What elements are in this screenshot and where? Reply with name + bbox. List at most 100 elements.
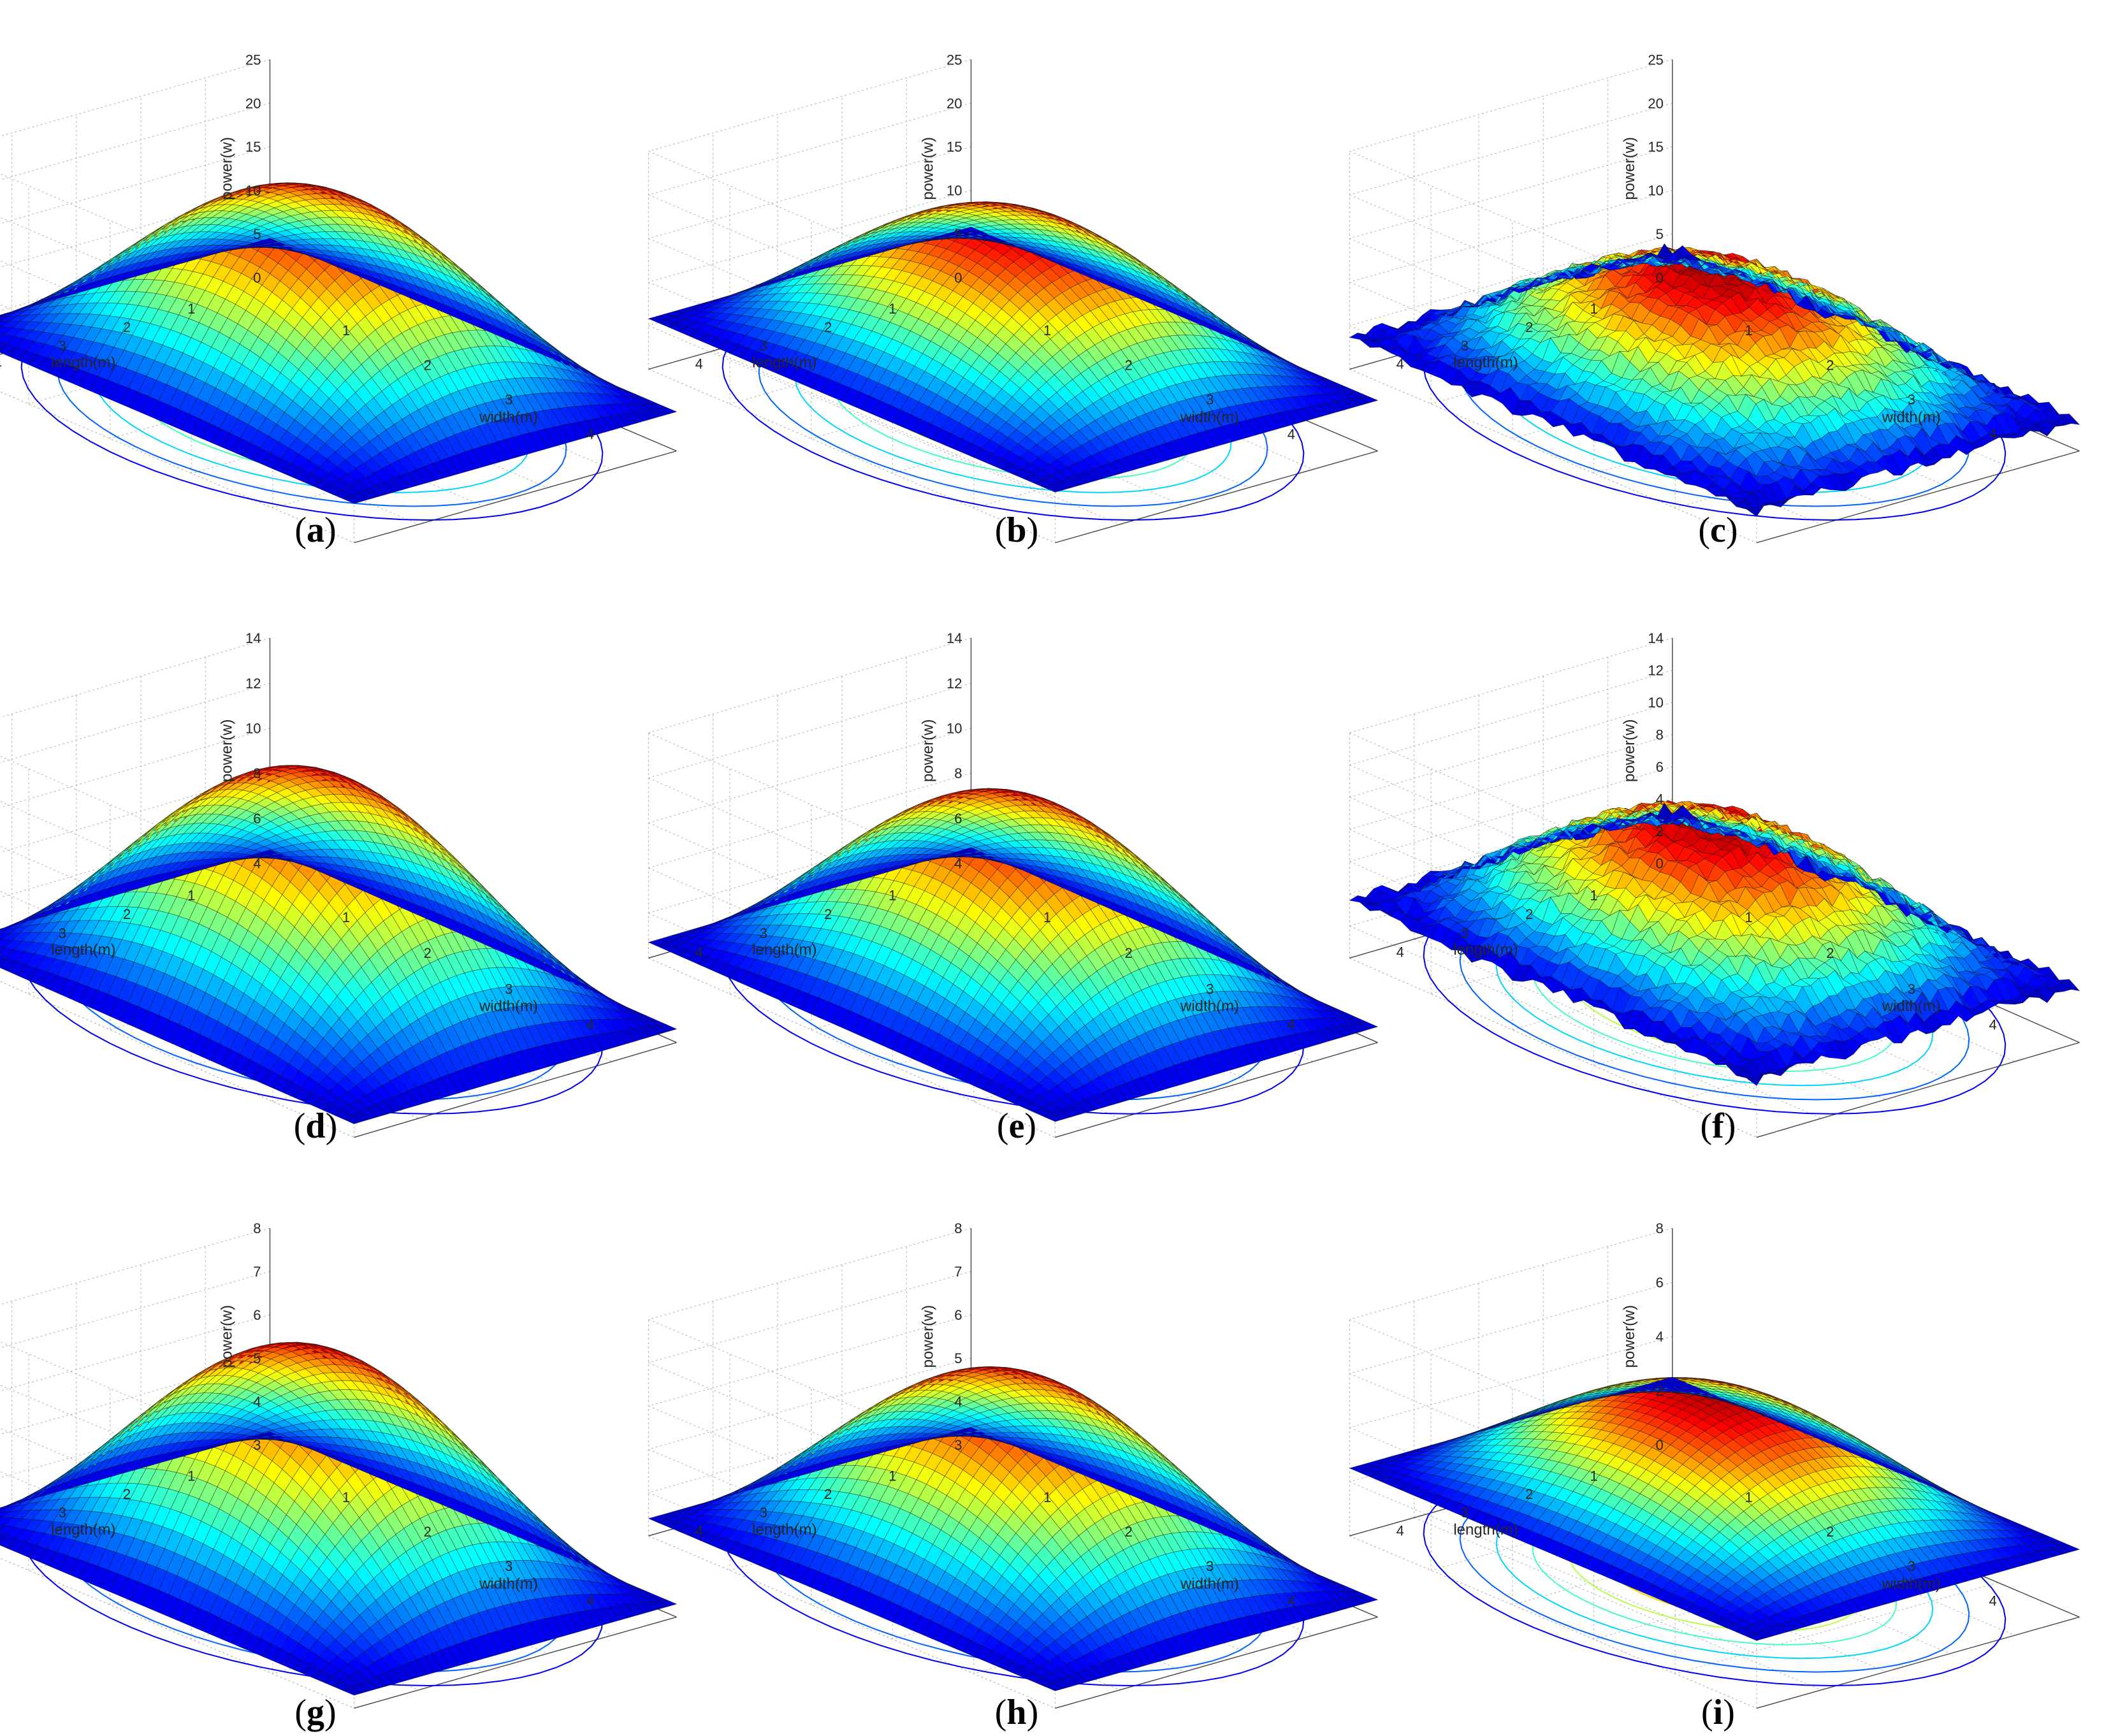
panel-caption: (i) [1701, 1693, 1735, 1732]
y-tick-label: 4 [695, 1523, 703, 1538]
x-axis-label: width(m) [1882, 997, 1941, 1015]
x-tick-label: 4 [1288, 1593, 1295, 1609]
y-tick-label: 1 [1590, 301, 1597, 317]
x-tick-label: 3 [1206, 392, 1214, 408]
surface-panel-f: 0 2 4 6 8 10 12 14 1 2 3 4 1 2 3 4 power(w) width(m) lengt… [1349, 574, 2104, 1166]
z-tick-label: 8 [253, 1220, 261, 1236]
z-tick-label: 14 [947, 630, 962, 646]
x-tick-label: 3 [1908, 1558, 1915, 1574]
surface-mesh [648, 1366, 1379, 1691]
x-tick-label: 1 [1745, 1489, 1752, 1505]
panel-caption: (a) [294, 510, 337, 550]
x-axis-label: width(m) [479, 409, 538, 426]
z-tick-label: 0 [1656, 856, 1664, 872]
y-tick-label: 4 [695, 944, 703, 960]
surface-plot-i: 0 2 4 6 8 1 2 3 4 1 2 3 4 power(w) width(m) length(m) [1349, 1220, 2080, 1709]
panel-caption-letter: h [1006, 1693, 1027, 1732]
surface-mesh [0, 765, 678, 1124]
panel-caption: (e) [996, 1106, 1037, 1146]
x-tick-label: 2 [1826, 1524, 1834, 1540]
y-tick-label: 1 [1590, 887, 1597, 903]
surface-panel-a: 0 5 10 15 20 25 1 2 3 4 1 2 3 4 power(w) width(m) length… [0, 0, 701, 574]
surface-mesh [648, 201, 1379, 493]
z-tick-label: 3 [954, 1437, 962, 1453]
y-tick-label: 4 [695, 356, 703, 372]
surface-mesh [0, 1342, 678, 1696]
x-tick-label: 2 [424, 1524, 432, 1540]
x-tick-label: 3 [1908, 981, 1915, 997]
x-tick-label: 4 [1989, 1593, 1997, 1609]
x-tick-label: 4 [1989, 1017, 1997, 1033]
z-tick-label: 8 [253, 765, 261, 781]
y-axis-label: length(m) [1453, 941, 1518, 958]
z-tick-label: 4 [253, 1394, 261, 1410]
z-tick-label: 10 [1648, 183, 1663, 199]
z-axis-label: power(w) [1621, 137, 1638, 200]
x-tick-label: 2 [424, 357, 432, 373]
surface-plot-h: 3 4 5 6 7 8 1 2 3 4 1 2 3 4 power(w) width(m) length(m) [648, 1220, 1379, 1709]
y-tick-label: 2 [1525, 1486, 1533, 1502]
y-tick-label: 3 [1461, 925, 1469, 941]
panel-caption: (h) [994, 1693, 1039, 1732]
y-tick-label: 1 [889, 1468, 896, 1484]
z-tick-label: 4 [1656, 792, 1664, 807]
z-tick-label: 8 [954, 765, 962, 781]
panel-caption-letter: c [1710, 510, 1726, 550]
z-tick-label: 20 [947, 96, 962, 112]
z-tick-label: 6 [253, 811, 261, 827]
y-axis-label: length(m) [1453, 1521, 1518, 1538]
x-tick-label: 2 [1125, 945, 1133, 961]
x-axis-label: width(m) [1882, 409, 1941, 426]
z-tick-label: 5 [954, 226, 962, 242]
y-tick-label: 2 [1525, 319, 1533, 335]
y-tick-label: 4 [1397, 1523, 1404, 1538]
z-tick-label: 6 [1656, 759, 1664, 775]
surface-panel-e: 4 6 8 10 12 14 1 2 3 4 1 2 3 4 power(w) width(m) length(… [648, 574, 1402, 1166]
z-tick-label: 15 [947, 139, 962, 155]
y-tick-label: 1 [187, 301, 195, 317]
surface-mesh [1349, 1377, 2080, 1641]
x-tick-label: 1 [342, 322, 350, 338]
z-tick-label: 12 [947, 676, 962, 691]
x-tick-label: 1 [1043, 322, 1051, 338]
z-tick-label: 10 [1648, 695, 1663, 711]
y-axis-label: length(m) [51, 941, 115, 958]
z-tick-label: 8 [1656, 1220, 1664, 1236]
y-tick-label: 3 [1461, 1505, 1469, 1521]
surface-plot-f: 0246810121412341234power(w)width(m)lengt… [1349, 630, 2080, 1138]
panel-caption-letter: d [305, 1106, 326, 1146]
surface-mesh [0, 182, 678, 504]
z-tick-label: 4 [954, 1394, 962, 1410]
y-tick-label: 3 [59, 1505, 66, 1521]
z-tick-label: 25 [245, 52, 261, 68]
x-tick-label: 2 [1826, 945, 1834, 961]
surface-panel-d: 46810121412341234power(w)width(m)length(… [0, 574, 701, 1166]
x-tick-label: 3 [1206, 1558, 1214, 1574]
surface-plot-b: 0 5 10 15 20 25 1 2 3 4 1 2 3 4 power(w) width(m) length… [648, 52, 1379, 544]
z-axis-label: power(w) [219, 1305, 236, 1368]
z-tick-label: 14 [1648, 630, 1663, 646]
z-tick-label: 10 [947, 720, 962, 736]
x-tick-label: 3 [505, 1558, 512, 1574]
y-tick-label: 4 [0, 356, 2, 372]
z-tick-label: 6 [253, 1307, 261, 1323]
z-axis-label: power(w) [219, 137, 236, 200]
z-tick-label: 5 [253, 1350, 261, 1366]
y-axis-label: length(m) [51, 354, 115, 372]
z-tick-label: 5 [1656, 226, 1664, 242]
y-tick-label: 2 [824, 1486, 832, 1502]
panel-caption-letter: e [1008, 1106, 1025, 1146]
y-tick-label: 2 [824, 906, 832, 922]
z-tick-label: 0 [253, 270, 261, 286]
y-tick-label: 1 [187, 1468, 195, 1484]
z-tick-label: 6 [954, 811, 962, 827]
z-axis-label: power(w) [1621, 1305, 1638, 1368]
z-tick-label: 4 [1656, 1329, 1664, 1345]
z-tick-label: 15 [1648, 139, 1663, 155]
x-tick-label: 1 [1745, 322, 1752, 338]
y-axis-label: length(m) [51, 1521, 115, 1538]
y-tick-label: 3 [59, 338, 66, 354]
x-tick-label: 3 [1206, 981, 1214, 997]
y-tick-label: 4 [0, 1523, 2, 1538]
